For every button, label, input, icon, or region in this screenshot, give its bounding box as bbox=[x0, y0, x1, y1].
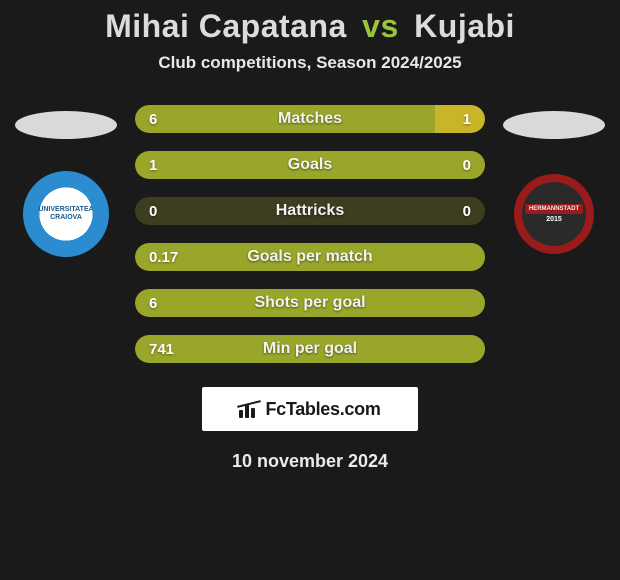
brand-box: FcTables.com bbox=[202, 387, 418, 431]
club-left-name: UNIVERSITATEA CRAIOVA bbox=[29, 206, 103, 221]
date: 10 november 2024 bbox=[0, 451, 620, 472]
club-right-name: HERMANNSTADT bbox=[525, 204, 583, 215]
stat-left-value: 0 bbox=[149, 203, 157, 220]
stat-left-value: 6 bbox=[149, 295, 157, 312]
vs-label: vs bbox=[362, 8, 399, 44]
stat-label: Shots per goal bbox=[135, 294, 485, 312]
player1-name: Mihai Capatana bbox=[105, 8, 347, 44]
right-side: HERMANNSTADT 2015 bbox=[503, 105, 605, 257]
player2-name: Kujabi bbox=[414, 8, 515, 44]
brand-chart-icon bbox=[239, 400, 259, 418]
brand-text: FcTables.com bbox=[265, 399, 380, 420]
stat-bars: Matches61Goals10Hattricks00Goals per mat… bbox=[135, 105, 485, 363]
stat-row: Min per goal741 bbox=[135, 335, 485, 363]
club-right-year: 2015 bbox=[546, 216, 562, 224]
stat-left-value: 0.17 bbox=[149, 249, 178, 266]
stat-left-value: 6 bbox=[149, 111, 157, 128]
stat-right-value: 1 bbox=[463, 111, 471, 128]
stat-label: Matches bbox=[135, 110, 485, 128]
stat-label: Goals bbox=[135, 156, 485, 174]
stat-row: Goals1 0 bbox=[135, 151, 485, 179]
subtitle: Club competitions, Season 2024/2025 bbox=[0, 53, 620, 73]
stat-right-value: 0 bbox=[463, 157, 471, 174]
player1-avatar-placeholder bbox=[15, 111, 117, 139]
comparison-infographic: Mihai Capatana vs Kujabi Club competitio… bbox=[0, 0, 620, 472]
club-logo-right: HERMANNSTADT 2015 bbox=[511, 171, 597, 257]
stat-row: Goals per match0.17 bbox=[135, 243, 485, 271]
player2-avatar-placeholder bbox=[503, 111, 605, 139]
content-row: UNIVERSITATEA CRAIOVA Matches61Goals10Ha… bbox=[0, 105, 620, 363]
left-side: UNIVERSITATEA CRAIOVA bbox=[15, 105, 117, 257]
stat-label: Min per goal bbox=[135, 340, 485, 358]
stat-label: Hattricks bbox=[135, 202, 485, 220]
stat-right-value: 0 bbox=[463, 203, 471, 220]
stat-left-value: 741 bbox=[149, 341, 174, 358]
stat-row: Hattricks0 0 bbox=[135, 197, 485, 225]
stat-row: Matches6 1 bbox=[135, 105, 485, 133]
stat-row: Shots per goal6 bbox=[135, 289, 485, 317]
stat-left-value: 1 bbox=[149, 157, 157, 174]
club-logo-left: UNIVERSITATEA CRAIOVA bbox=[23, 171, 109, 257]
stat-label: Goals per match bbox=[135, 248, 485, 266]
page-title: Mihai Capatana vs Kujabi bbox=[0, 8, 620, 45]
